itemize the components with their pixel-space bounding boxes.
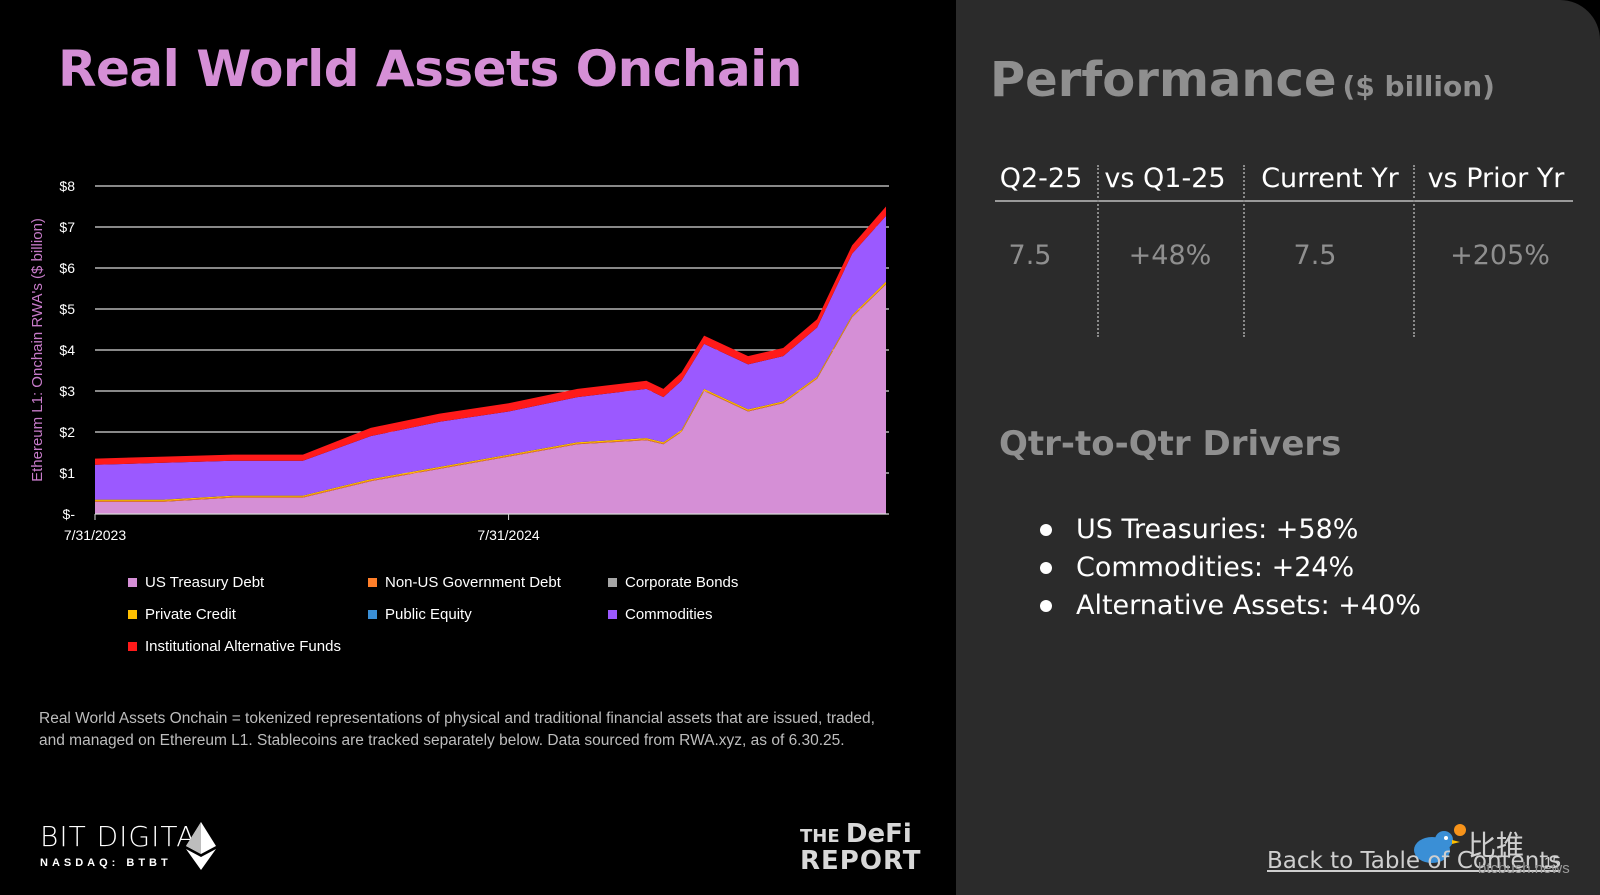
driver-item: Commodities: +24%: [1040, 552, 1354, 583]
legend-label: Non-US Government Debt: [385, 574, 561, 591]
area-commodities: [95, 215, 886, 500]
rwa-area-chart: $- $1 $2 $3 $4 $5 $6 $7 $8 7/31/2023 7/31/2024 Et…: [29, 178, 889, 543]
perf-value-current-yr: 7.5: [1293, 240, 1337, 271]
perf-column-separator: [1413, 165, 1415, 337]
perf-column-separator: [1243, 165, 1245, 337]
watermark-text: 比推: [1468, 829, 1525, 862]
legend-label: Private Credit: [145, 606, 236, 623]
area-institutional-alternative-funds: [95, 206, 886, 465]
legend-label: Public Equity: [385, 606, 472, 623]
bullet-icon: [1040, 561, 1052, 574]
legend-label: US Treasury Debt: [145, 574, 265, 591]
page-title: Real World Assets Onchain: [58, 40, 802, 98]
legend-swatch: [128, 578, 137, 587]
defi-logo-report: REPORT: [800, 846, 922, 876]
legend-label: Commodities: [625, 606, 713, 623]
legend-item: Institutional Alternative Funds: [128, 638, 341, 655]
legend-item: Commodities: [608, 606, 713, 623]
perf-header-current-yr: Current Yr: [1261, 163, 1399, 194]
bird-icon: [1414, 824, 1466, 863]
perf-column-separator: [1097, 165, 1099, 337]
footnote-line-2: and managed on Ethereum L1. Stablecoins …: [39, 732, 845, 749]
perf-table-divider: [995, 200, 1573, 202]
bit-digital-logo: BIT DIGITAL NASDAQ: BTBT: [40, 820, 213, 869]
bit-digital-wordmark: BIT DIGITAL: [40, 820, 214, 853]
legend-swatch: [368, 610, 377, 619]
legend-swatch: [128, 642, 137, 651]
right-panel: [956, 0, 1600, 895]
y-tick-label: $1: [59, 465, 75, 481]
y-tick-label: $7: [59, 219, 75, 235]
bullet-icon: [1040, 599, 1052, 612]
area-us-treasury-debt: [95, 284, 886, 514]
defi-logo-name: DeFi: [845, 819, 912, 849]
ethereum-icon: [186, 822, 216, 870]
legend-label: Institutional Alternative Funds: [145, 638, 341, 655]
perf-header-vs-prior-yr: vs Prior Yr: [1427, 163, 1565, 194]
y-tick-label: $6: [59, 260, 75, 276]
bit-digital-ticker: NASDAQ: BTBT: [40, 857, 172, 869]
performance-title-text: Performance: [990, 52, 1337, 108]
y-axis-label: Ethereum L1: Onchain RWA's ($ billion): [29, 218, 46, 482]
y-tick-label: $4: [59, 342, 75, 358]
legend-swatch: [608, 578, 617, 587]
legend-swatch: [608, 610, 617, 619]
x-tick-label: 7/31/2023: [64, 527, 126, 543]
perf-value-q2: 7.5: [1008, 240, 1052, 271]
performance-unit: ($ billion): [1342, 70, 1495, 103]
perf-value-vs-q1: +48%: [1128, 240, 1212, 271]
defi-logo-the: THE: [800, 826, 840, 847]
driver-text: US Treasuries: +58%: [1076, 514, 1359, 545]
legend-swatch: [128, 610, 137, 619]
y-tick-label: $2: [59, 424, 75, 440]
legend-label: Corporate Bonds: [625, 574, 739, 591]
watermark-url: btcbush.news: [1478, 860, 1570, 877]
legend-item: Private Credit: [128, 606, 236, 623]
back-to-contents-link[interactable]: Back to Table of Contents: [1267, 848, 1561, 874]
y-tick-label: $5: [59, 301, 75, 317]
defi-report-logo: THE DeFi REPORT: [800, 819, 922, 876]
y-tick-label: $3: [59, 383, 75, 399]
drivers-title: Qtr-to-Qtr Drivers: [999, 424, 1342, 464]
perf-header-q2: Q2-25: [999, 163, 1083, 194]
x-tick-label: 7/31/2024: [477, 527, 539, 543]
y-tick-label: $8: [59, 178, 75, 194]
legend-item: Public Equity: [368, 606, 472, 623]
perf-header-vs-q1: vs Q1-25: [1104, 163, 1226, 194]
driver-text: Alternative Assets: +40%: [1076, 590, 1421, 621]
y-tick-label: $-: [63, 506, 76, 522]
driver-text: Commodities: +24%: [1076, 552, 1355, 583]
perf-value-vs-prior-yr: +205%: [1450, 240, 1550, 271]
footnote: Real World Assets Onchain = tokenized re…: [39, 708, 939, 752]
footnote-line-1: Real World Assets Onchain = tokenized re…: [39, 710, 875, 727]
driver-item: Alternative Assets: +40%: [1040, 590, 1421, 621]
bullet-icon: [1040, 523, 1052, 536]
driver-item: US Treasuries: +58%: [1040, 514, 1358, 545]
legend-item: Non-US Government Debt: [368, 574, 561, 591]
page-number: 15: [1544, 854, 1561, 871]
legend-swatch: [368, 578, 377, 587]
legend-item: US Treasury Debt: [128, 574, 264, 591]
performance-title: Performance ($ billion): [990, 52, 1495, 108]
legend-item: Corporate Bonds: [608, 574, 738, 591]
